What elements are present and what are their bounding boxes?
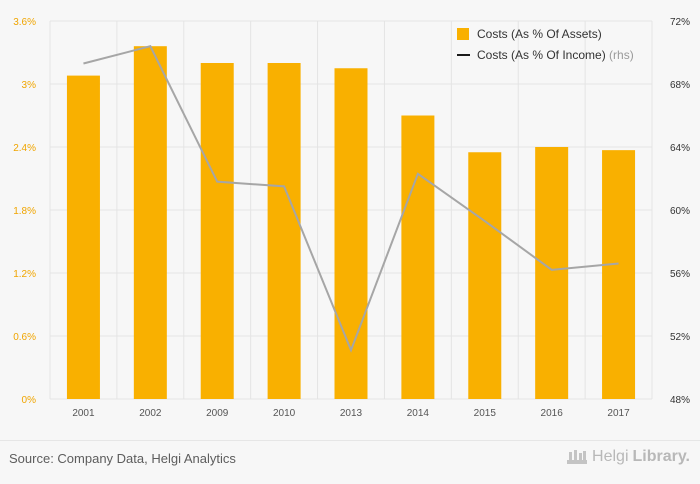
x-tick-label: 2010: [273, 408, 296, 419]
y-right-tick-label: 64%: [670, 143, 690, 154]
helgi-library-logo[interactable]: Helgi Library.: [566, 448, 690, 466]
y-right-tick-label: 52%: [670, 332, 690, 343]
bar: [66, 75, 100, 399]
y-left-tick-label: 1.2%: [13, 269, 36, 280]
source-note: Source: Company Data, Helgi Analytics: [9, 451, 236, 466]
bar: [468, 152, 502, 399]
y-right-tick-label: 48%: [670, 395, 690, 406]
legend-label-line: Costs (As % Of Income) (rhs): [477, 48, 634, 62]
y-left-tick-label: 2.4%: [13, 143, 36, 154]
x-tick-label: 2017: [607, 408, 630, 419]
y-right-tick-label: 68%: [670, 80, 690, 91]
bar: [401, 115, 435, 399]
x-tick-label: 2002: [139, 408, 162, 419]
y-left-tick-label: 0.6%: [13, 332, 36, 343]
x-tick-label: 2015: [474, 408, 497, 419]
bar: [334, 68, 368, 399]
logo-text-bold: Library.: [632, 448, 691, 465]
bar: [200, 63, 234, 399]
y-right-tick-label: 56%: [670, 269, 690, 280]
y-left-tick-label: 3.6%: [13, 17, 36, 28]
x-tick-label: 2013: [340, 408, 363, 419]
x-tick-label: 2009: [206, 408, 229, 419]
x-tick-label: 2016: [541, 408, 564, 419]
costs-chart: 0% 48% 0.6% 52% 1.2% 56% 1.8% 60% 2.4% 64% 3% 68% 3.…: [13, 17, 690, 419]
line-series: [83, 45, 619, 353]
y-left-tick-label: 1.8%: [13, 206, 36, 217]
legend-rhs-note: (rhs): [609, 48, 634, 62]
library-logo-icon: [567, 450, 588, 464]
y-left-tick-label: 3%: [22, 80, 37, 91]
bar: [602, 150, 636, 399]
bar: [267, 63, 301, 399]
legend-swatch-bar: [457, 28, 469, 40]
y-right-tick-label: 72%: [670, 17, 690, 28]
bar: [535, 147, 569, 399]
y-left-tick-label: 0%: [22, 395, 37, 406]
y-right-tick-label: 60%: [670, 206, 690, 217]
x-tick-label: 2001: [72, 408, 95, 419]
legend-label-bar: Costs (As % Of Assets): [477, 27, 602, 41]
x-tick-label: 2014: [407, 408, 430, 419]
logo-text-light: Helgi: [592, 448, 629, 465]
bar: [133, 46, 167, 399]
